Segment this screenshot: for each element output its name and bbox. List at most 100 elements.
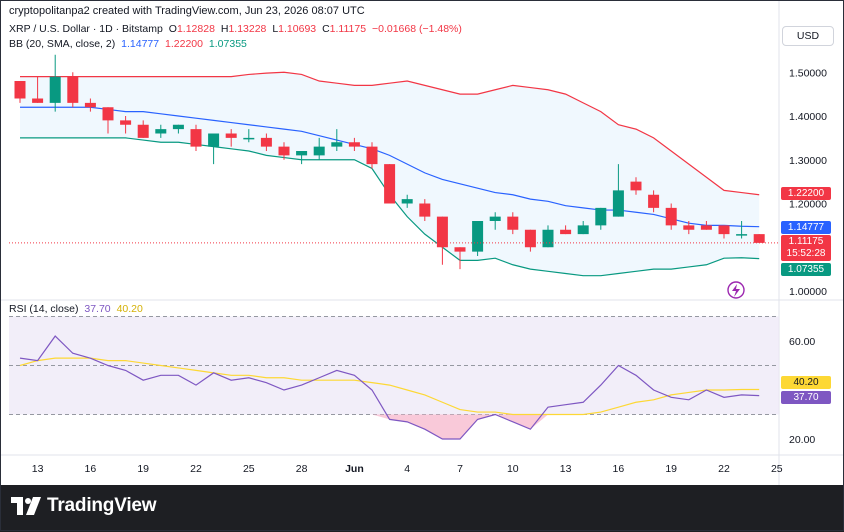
time-tick-label: 19: [137, 463, 149, 475]
rsi-tag-ma: 40.20: [781, 376, 831, 389]
price-tick-label: 1.00000: [789, 286, 827, 298]
footer-bar: TradingView: [1, 485, 843, 530]
candle-body: [700, 225, 712, 230]
price-tick-label: 1.50000: [789, 67, 827, 79]
candle-body: [419, 203, 431, 217]
price-tag-lower: 1.07355: [781, 263, 831, 276]
rsi-label: RSI (14, close): [9, 303, 79, 315]
price-tick-label: 1.40000: [789, 111, 827, 123]
candle-body: [630, 181, 642, 191]
tradingview-logo[interactable]: TradingView: [11, 495, 157, 517]
candle-body: [577, 225, 589, 235]
time-tick-label: 7: [457, 463, 463, 475]
candle-body: [278, 146, 290, 156]
price-tag-upper: 1.22200: [781, 187, 831, 200]
candle-body: [665, 207, 677, 226]
candle-body: [313, 146, 325, 156]
price-tick-label: 1.20000: [789, 199, 827, 211]
tradingview-mark-icon: [11, 497, 41, 515]
rsi-ma-value: 40.20: [116, 303, 143, 315]
time-tick-label: 19: [665, 463, 677, 475]
bb-basis-value: 1.14777: [121, 38, 160, 50]
lightning-icon[interactable]: [727, 281, 745, 299]
time-tick-label: 28: [296, 463, 308, 475]
candle-body: [208, 133, 220, 147]
candle-body: [331, 142, 343, 147]
price-tag-basis: 1.14777: [781, 221, 831, 234]
rsi-oversold-fill: [372, 414, 548, 439]
high-value: 1.13228: [228, 23, 267, 35]
candle-body: [348, 142, 360, 147]
candle-body: [225, 133, 237, 138]
rsi-tick-label: 60.00: [789, 336, 815, 348]
candle-body: [102, 107, 114, 121]
candle-body: [137, 124, 149, 138]
candle-body: [753, 234, 765, 243]
time-tick-label: 13: [560, 463, 572, 475]
candle-body: [507, 216, 519, 230]
symbol-title: XRP / U.S. Dollar · 1D · Bitstamp: [9, 23, 163, 35]
candle-body: [32, 98, 44, 103]
rsi-value: 37.70: [84, 303, 111, 315]
candle-body: [190, 129, 202, 147]
candle-body: [401, 199, 413, 204]
candle-body: [366, 146, 378, 165]
change-value: −0.01668 (−1.48%): [371, 23, 462, 35]
candle-body: [524, 229, 536, 248]
candle-body: [489, 216, 501, 221]
candle-body: [472, 221, 484, 252]
candle-body: [296, 151, 308, 156]
time-tick-label: 10: [507, 463, 519, 475]
candle-body: [683, 225, 695, 230]
low-label: L: [272, 23, 279, 35]
candle-body: [436, 216, 448, 248]
rsi-line: [19, 335, 760, 440]
bb-lower-value: 1.07355: [208, 38, 247, 50]
candle-body: [542, 229, 554, 248]
time-tick-label: 16: [613, 463, 625, 475]
rsi-legend: RSI (14, close) 37.70 40.20: [9, 303, 143, 315]
time-tick-label: 25: [243, 463, 255, 475]
candle-body: [243, 137, 255, 140]
last-price-value: 1.11175: [788, 236, 824, 247]
time-tick-label: 4: [404, 463, 410, 475]
rsi-ma-line: [19, 357, 760, 416]
time-tick-label: 13: [32, 463, 44, 475]
candle-body: [560, 229, 572, 235]
time-tick-label: Jun: [345, 463, 364, 475]
candle-body: [648, 194, 660, 208]
close-label: C: [322, 23, 330, 35]
candle-body: [736, 234, 748, 236]
candle-body: [155, 129, 167, 134]
bar-countdown: 15:52:28: [786, 248, 826, 259]
candle-body: [595, 207, 607, 226]
candle-body: [67, 76, 79, 103]
time-tick-label: 22: [718, 463, 730, 475]
open-value: 1.12828: [176, 23, 215, 35]
candle-body: [14, 81, 26, 99]
time-tick-label: 25: [771, 463, 783, 475]
bb-upper-line: [20, 71, 760, 196]
price-tick-label: 1.30000: [789, 155, 827, 167]
symbol-legend: XRP / U.S. Dollar · 1D · Bitstamp O1.128…: [9, 23, 462, 35]
close-value: 1.11175: [329, 23, 367, 35]
open-label: O: [168, 23, 177, 35]
snapshot-header: cryptopolitanpa2 created with TradingVie…: [9, 5, 365, 17]
candle-body: [384, 164, 396, 204]
rsi-tag-value: 37.70: [781, 391, 831, 404]
currency-button[interactable]: USD: [782, 26, 834, 46]
candle-body: [260, 137, 272, 147]
time-tick-label: 16: [85, 463, 97, 475]
tradingview-wordmark: TradingView: [47, 495, 157, 516]
rsi-tick-label: 20.00: [789, 434, 815, 446]
bb-legend: BB (20, SMA, close, 2) 1.14777 1.22200 1…: [9, 38, 247, 50]
candle-body: [454, 247, 466, 252]
candle-body: [172, 124, 184, 130]
candle-body: [612, 190, 624, 217]
candle-body: [84, 102, 96, 108]
candle-body: [120, 120, 132, 125]
candle-body: [718, 225, 730, 235]
bb-upper-value: 1.22200: [165, 38, 203, 50]
